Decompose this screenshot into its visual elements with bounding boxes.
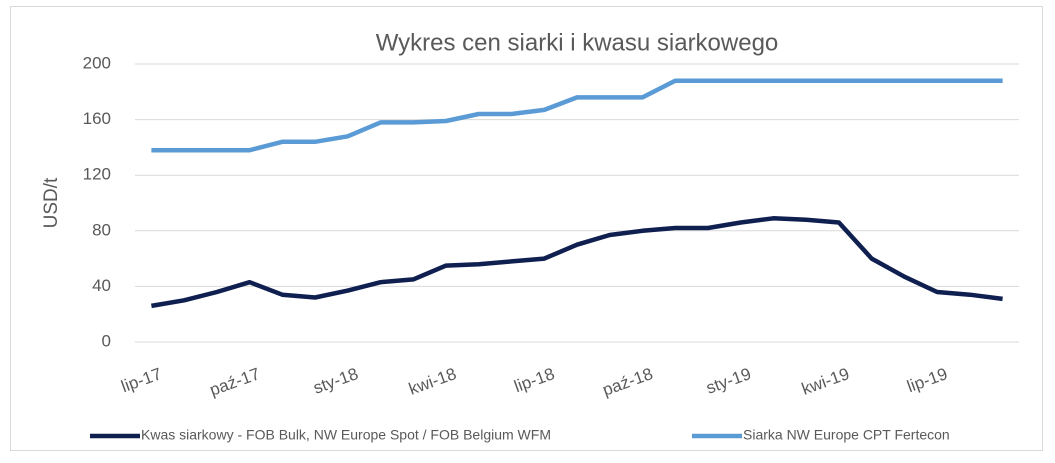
chart-title: Wykres cen siarki i kwasu siarkowego — [376, 29, 779, 56]
y-tick-label: 160 — [83, 109, 111, 128]
line-series — [151, 216, 1003, 309]
y-tick-label: 40 — [92, 276, 111, 295]
y-axis-label: USD/t — [41, 177, 62, 228]
legend-label: Kwas siarkowy - FOB Bulk, NW Europe Spot… — [141, 427, 551, 443]
line-series — [151, 78, 1003, 153]
y-tick-label: 120 — [83, 165, 111, 184]
legend-label: Siarka NW Europe CPT Fertecon — [743, 427, 950, 443]
y-tick-label: 0 — [102, 331, 111, 350]
y-tick-label: 80 — [92, 220, 111, 239]
y-tick-label: 200 — [83, 53, 111, 72]
